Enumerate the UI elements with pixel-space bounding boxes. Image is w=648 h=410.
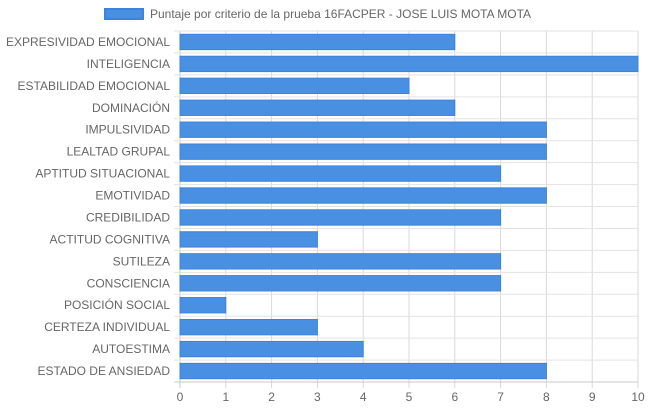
legend-label: Puntaje por criterio de la prueba 16FACP… (150, 7, 532, 21)
bar[interactable] (179, 165, 502, 182)
category-label: EXPRESIVIDAD EMOCIONAL (6, 35, 170, 49)
bar[interactable] (179, 275, 502, 292)
x-tick-label: 6 (451, 390, 458, 404)
category-label: APTITUD SITUACIONAL (35, 167, 170, 181)
bar[interactable] (179, 77, 410, 95)
x-tick-label: 5 (406, 390, 413, 404)
chart-legend[interactable]: Puntaje por criterio de la prueba 16FACP… (0, 5, 648, 25)
bar[interactable] (179, 362, 547, 380)
category-label: CONSCIENCIA (87, 276, 170, 290)
bar[interactable] (179, 231, 318, 248)
category-label: DOMINACIÓN (92, 100, 170, 115)
category-label: ACTITUD COGNITIVA (50, 232, 170, 246)
category-label: ESTABILIDAD EMOCIONAL (18, 79, 171, 93)
category-label: ESTADO DE ANSIEDAD (38, 364, 171, 378)
bar[interactable] (179, 209, 502, 226)
x-tick-label: 10 (631, 390, 645, 404)
category-label: CREDIBILIDAD (86, 210, 170, 224)
bar[interactable] (179, 340, 364, 358)
category-label: POSICIÓN SOCIAL (64, 297, 170, 312)
x-tick-label: 3 (314, 390, 321, 404)
category-label: CERTEZA INDIVIDUAL (44, 320, 170, 334)
x-tick-label: 4 (360, 390, 367, 404)
category-label: SUTILEZA (113, 254, 170, 268)
bar[interactable] (179, 121, 547, 138)
bar[interactable] (179, 99, 456, 116)
x-tick-label: 7 (497, 390, 504, 404)
x-tick-label: 8 (543, 390, 550, 404)
x-tick-label: 9 (589, 390, 596, 404)
x-tick-label: 0 (177, 390, 184, 404)
x-tick-label: 1 (222, 390, 229, 404)
bar[interactable] (179, 253, 502, 270)
category-label: EMOTIVIDAD (95, 189, 170, 203)
bar[interactable] (179, 33, 456, 51)
bar[interactable] (179, 143, 547, 160)
x-tick-label: 2 (268, 390, 275, 404)
category-label: IMPULSIVIDAD (85, 123, 170, 137)
bar[interactable] (179, 297, 227, 314)
legend-swatch (104, 8, 144, 20)
category-label: AUTOESTIMA (92, 342, 170, 356)
bar[interactable] (179, 55, 639, 73)
bar[interactable] (179, 187, 547, 204)
category-label: LEALTAD GRUPAL (67, 145, 171, 159)
category-label: INTELIGENCIA (87, 57, 170, 71)
bar[interactable] (179, 318, 318, 336)
